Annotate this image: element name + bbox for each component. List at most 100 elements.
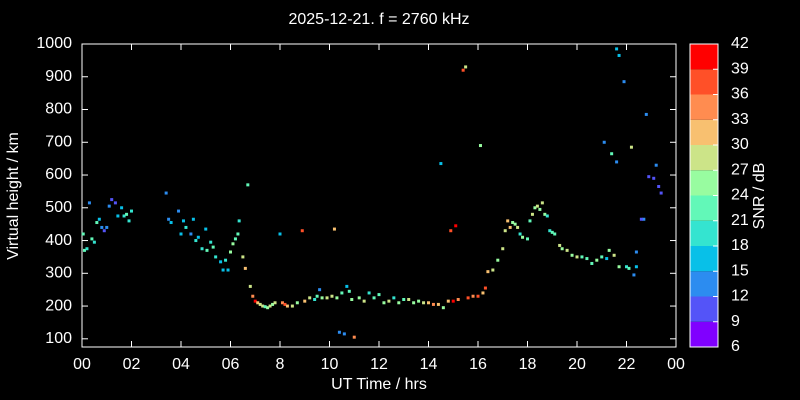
data-point [167,217,171,221]
data-point [550,230,554,234]
data-point [243,266,247,270]
data-point [632,273,636,277]
data-point [315,294,319,298]
data-point [184,225,188,229]
data-point [548,229,552,233]
data-point [271,302,275,306]
data-point [122,214,126,218]
data-point [610,152,614,156]
colorbar-tick-label: 21 [731,212,749,229]
data-point [501,247,505,251]
x-tick-label: 04 [172,356,190,373]
x-axis-label: UT Time / hrs [331,376,427,393]
data-point [95,221,99,225]
data-point [266,306,270,310]
colorbar-block [690,246,718,272]
data-point [543,212,547,216]
data-point [283,302,287,306]
data-point [602,140,606,144]
data-point [273,301,277,305]
data-point [607,248,611,252]
data-point [237,219,241,223]
data-point [397,301,401,305]
data-point [402,298,406,302]
data-point [657,184,661,188]
data-point [600,255,604,259]
data-point [221,268,225,272]
data-point [169,221,173,225]
data-point [506,219,510,223]
data-point [200,247,204,251]
plot-frame [81,43,677,348]
y-tick-label: 200 [45,297,72,314]
data-point [377,293,381,297]
data-point [362,299,366,303]
data-point [337,330,341,334]
data-point [526,237,529,241]
y-tick-label: 800 [45,101,72,118]
x-tick-label: 02 [123,356,141,373]
data-point [256,301,260,305]
data-point [211,245,215,249]
y-tick-label: 500 [45,199,72,216]
data-point [553,232,557,236]
data-point [127,219,131,223]
data-point [214,255,218,259]
data-point [627,266,631,270]
data-point [545,214,549,218]
data-point [617,265,621,269]
data-point [407,298,411,302]
data-point [516,225,520,229]
colorbar-block [690,296,718,322]
data-point [533,206,537,210]
data-point [164,191,168,195]
data-point [585,257,589,261]
data-point [570,253,574,257]
colorbar-block [690,44,718,70]
data-point [209,240,213,244]
data-point [625,265,628,269]
data-point [261,304,265,308]
x-tick-label: 12 [370,356,388,373]
data-point [196,235,200,239]
x-tick-label: 8 [276,356,285,373]
colorbar-block [690,94,718,120]
chart-title: 2025-12-21. f = 2760 kHz [288,11,469,28]
data-point [503,229,507,233]
data-point [518,232,522,236]
data-point [347,289,351,293]
data-point [466,296,470,300]
data-point [229,250,232,254]
data-point [486,270,490,274]
data-point [181,219,185,223]
data-point [535,204,539,208]
data-point [449,229,453,233]
y-axis-label: Virtual height / km [5,132,22,260]
data-point [340,291,344,295]
data-point [392,296,396,300]
data-point [629,145,633,149]
colorbar-block [690,119,718,145]
data-point [90,237,94,241]
data-point [605,257,609,261]
x-tick-label: 18 [519,356,537,373]
data-point [417,299,421,303]
data-point [647,175,651,179]
colorbar-block [690,145,718,171]
data-point [427,301,430,305]
data-point [219,260,223,264]
x-tick-label: 10 [321,356,339,373]
data-point [521,235,525,239]
x-tick-label: 00 [73,356,91,373]
data-point [308,296,312,300]
data-point [248,284,252,288]
data-point [278,232,282,236]
data-point [320,296,324,300]
data-point [125,212,129,216]
data-point [387,299,391,303]
colorbar-tick-label: 18 [731,237,749,254]
colorbar-block [690,321,718,347]
data-point [565,248,569,252]
data-point [412,301,416,305]
data-point [530,212,534,216]
